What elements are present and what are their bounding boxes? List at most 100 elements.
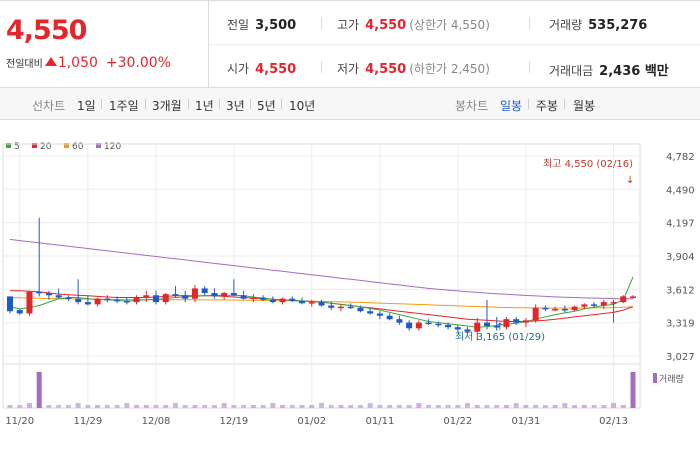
candle — [260, 297, 267, 300]
tab-period-1y[interactable]: 1년 — [195, 99, 214, 113]
volume-bar — [95, 405, 101, 408]
candle — [65, 297, 72, 300]
volume-bar — [202, 405, 208, 408]
volume-bar — [465, 403, 471, 408]
high-annotation: 최고 4,550 (02/16) — [543, 158, 633, 170]
stats-row-1: 전일 3,500 고가 4,550 (상한가 4,550) 거래량 535,276 — [209, 1, 700, 45]
volume-bar — [65, 405, 71, 408]
volume-bar — [114, 405, 120, 408]
candle — [36, 291, 43, 294]
volume-bar — [7, 405, 13, 408]
change-amount: 1,050 — [57, 55, 98, 71]
volume-bar — [231, 405, 237, 408]
volume-bar — [211, 405, 217, 408]
volume-bar — [455, 405, 461, 408]
price-box: 4,550 전일대비 1,050 +30.00% — [0, 1, 209, 87]
low-price: 저가 4,550 (하한가 2,450) — [337, 62, 490, 77]
candle — [114, 299, 121, 302]
volume-frame — [2, 363, 641, 409]
legend-swatch — [32, 143, 37, 148]
candle — [337, 306, 344, 309]
candle — [581, 304, 588, 307]
volume-bar — [182, 405, 188, 408]
candle — [289, 298, 296, 301]
trade-amount: 거래대금 2,436 백만 — [549, 64, 669, 79]
candle — [406, 322, 413, 329]
up-arrow-icon — [44, 57, 57, 66]
tab-period-5y[interactable]: 5년 — [257, 99, 276, 113]
y-tick-label: 3,319 — [666, 319, 695, 330]
legend-swatch — [64, 143, 69, 148]
volume-bar — [309, 405, 315, 408]
candle — [483, 322, 490, 327]
volume-bar — [338, 405, 344, 408]
volume-bar — [572, 405, 578, 408]
volume-bar — [406, 405, 412, 408]
volume-legend-label: 거래량 — [659, 373, 684, 385]
candle — [561, 308, 568, 311]
volume-bar — [104, 405, 110, 408]
tab-candle-monthly[interactable]: 월봉 — [573, 99, 596, 113]
volume-bar — [581, 405, 587, 408]
volume-bar — [192, 405, 198, 408]
candle — [172, 294, 179, 296]
volume-bar — [299, 405, 305, 408]
chart-tabs: 선차트 1일 1주일 3개월 1년 3년 5년 10년 봉차트 일봉 주봉 월봉 — [0, 88, 700, 120]
volume-bar — [143, 405, 149, 408]
volume-bar — [494, 405, 500, 408]
legend-swatch — [6, 143, 11, 148]
y-tick-label: 4,782 — [666, 152, 695, 163]
candle — [571, 306, 578, 311]
candle — [464, 329, 471, 332]
quote-summary: 4,550 전일대비 1,050 +30.00% 전일 3,500 고가 4,550 (상… — [0, 0, 700, 88]
volume-bar — [416, 403, 422, 408]
volume-legend-swatch — [653, 373, 657, 383]
change-percent: +30.00% — [105, 55, 172, 71]
candle — [396, 319, 403, 323]
change-row: 전일대비 1,050 +30.00% — [6, 55, 171, 71]
candle — [221, 292, 228, 297]
open-price: 시가 4,550 — [227, 62, 297, 77]
candle — [620, 296, 627, 303]
volume-bar — [85, 405, 91, 408]
candle — [211, 292, 218, 297]
candle — [123, 300, 130, 303]
volume-bar — [445, 405, 451, 408]
plot-frame — [2, 143, 641, 365]
low-annotation: 최저 3,165 (01/29) — [455, 331, 545, 343]
volume-bar — [260, 405, 266, 408]
tab-period-10y[interactable]: 10년 — [289, 99, 316, 113]
x-tick-label: 11/29 — [73, 416, 102, 427]
y-tick-label: 4,490 — [666, 185, 695, 196]
candle — [425, 322, 432, 325]
volume: 거래량 535,276 — [549, 18, 648, 33]
stats-row-2: 시가 4,550 저가 4,550 (하한가 2,450) 거래대금 2,436 백만 — [209, 45, 700, 88]
tab-period-3y[interactable]: 3년 — [226, 99, 245, 113]
volume-bar — [56, 405, 62, 408]
volume-bar — [250, 405, 256, 408]
line-chart-label: 선차트 — [32, 99, 66, 113]
tab-candle-daily[interactable]: 일봉 — [500, 99, 523, 113]
volume-bar — [367, 403, 373, 408]
tab-period-3m[interactable]: 3개월 — [152, 99, 182, 113]
candle — [600, 302, 607, 306]
tab-period-1d[interactable]: 1일 — [77, 99, 96, 113]
volume-bar — [533, 405, 539, 408]
candle — [474, 322, 481, 332]
candle — [191, 288, 198, 299]
candle — [16, 310, 23, 314]
volume-bar — [474, 405, 480, 408]
volume-bar — [426, 405, 432, 408]
low-arrow-icon: ↑ — [496, 322, 504, 333]
legend-label: 20 — [40, 142, 52, 152]
volume-bar — [221, 403, 227, 408]
tab-candle-weekly[interactable]: 주봉 — [536, 99, 559, 113]
candle — [376, 313, 383, 316]
legend-label: 5 — [14, 142, 20, 152]
volume-bar — [542, 405, 548, 408]
volume-bar — [357, 405, 363, 408]
tab-period-1w[interactable]: 1주일 — [109, 99, 139, 113]
volume-bar — [396, 405, 402, 408]
x-tick-label: 01/11 — [365, 416, 394, 427]
candle — [250, 297, 257, 300]
